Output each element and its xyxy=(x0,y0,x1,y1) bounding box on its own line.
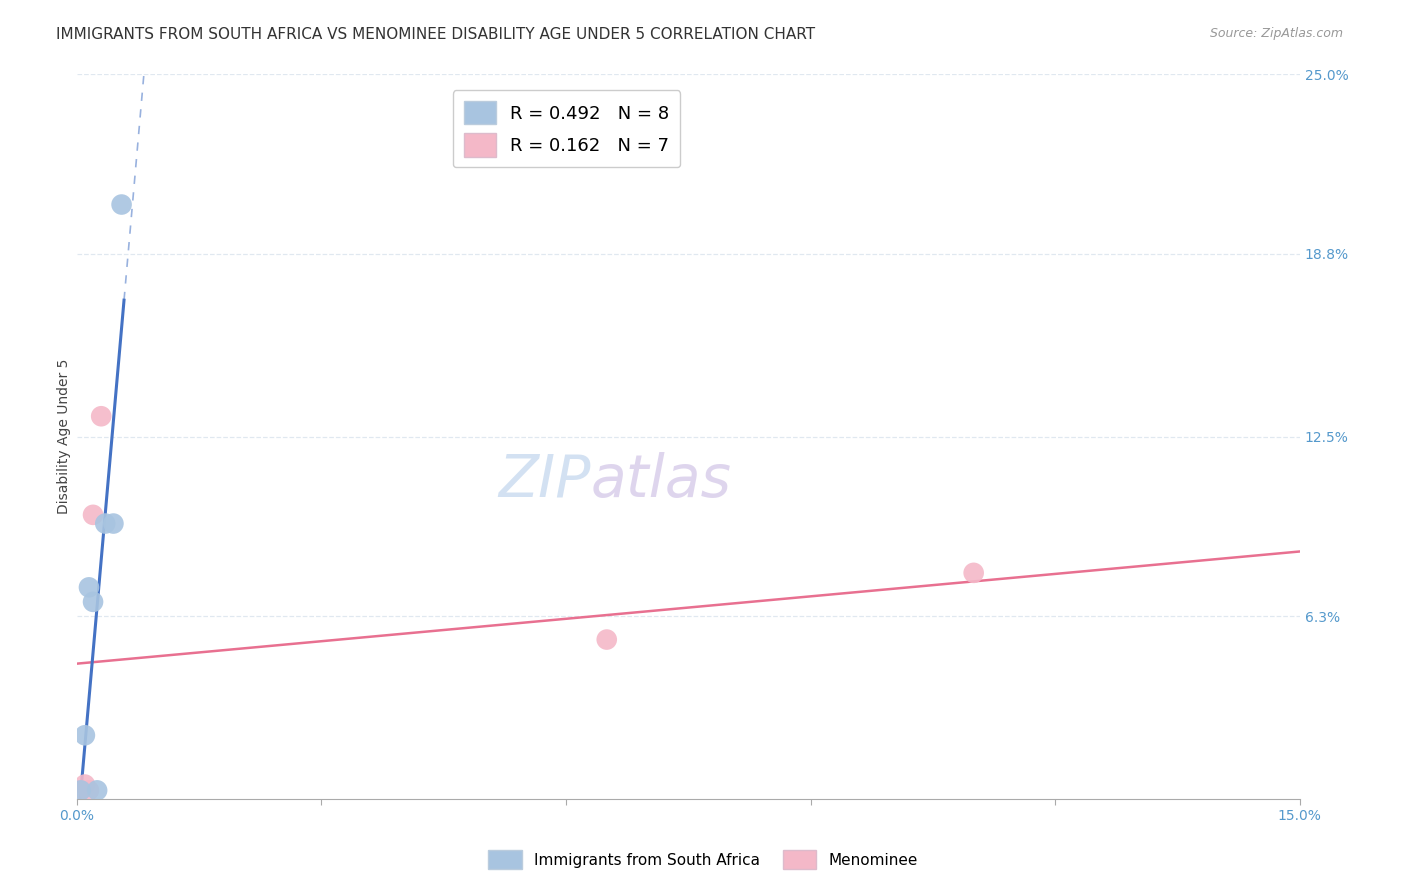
Point xyxy=(73,778,96,792)
Legend: Immigrants from South Africa, Menominee: Immigrants from South Africa, Menominee xyxy=(482,844,924,875)
Point xyxy=(77,580,100,594)
Point xyxy=(82,595,104,609)
Point xyxy=(69,783,91,797)
Legend: R = 0.492   N = 8, R = 0.162   N = 7: R = 0.492 N = 8, R = 0.162 N = 7 xyxy=(453,90,681,168)
Point xyxy=(86,783,108,797)
Text: Source: ZipAtlas.com: Source: ZipAtlas.com xyxy=(1209,27,1343,40)
Point xyxy=(103,516,125,531)
Y-axis label: Disability Age Under 5: Disability Age Under 5 xyxy=(58,359,72,514)
Text: ZIP: ZIP xyxy=(498,451,591,508)
Text: atlas: atlas xyxy=(591,451,731,508)
Point xyxy=(73,728,96,742)
Point xyxy=(94,516,117,531)
Point xyxy=(77,783,100,797)
Text: IMMIGRANTS FROM SOUTH AFRICA VS MENOMINEE DISABILITY AGE UNDER 5 CORRELATION CHA: IMMIGRANTS FROM SOUTH AFRICA VS MENOMINE… xyxy=(56,27,815,42)
Point xyxy=(110,197,132,211)
Point xyxy=(963,566,986,580)
Point xyxy=(82,508,104,522)
Point xyxy=(69,783,91,797)
Point xyxy=(596,632,619,647)
Point xyxy=(90,409,112,424)
